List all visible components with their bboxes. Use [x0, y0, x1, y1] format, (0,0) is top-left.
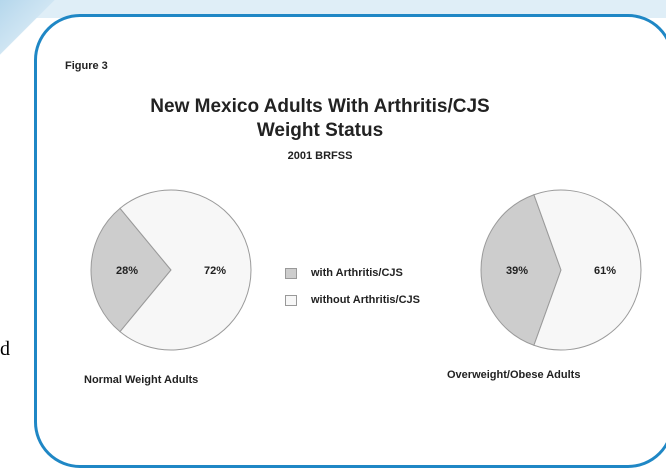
legend-swatch-without [285, 294, 297, 306]
pie-slice-with [90, 207, 172, 333]
top-decorative-band [0, 0, 666, 18]
chart-subtitle: 2001 BRFSS [287, 150, 353, 162]
pie-slice-label: 39% [506, 265, 528, 277]
pie-caption-normal-weight: Normal Weight Adults [84, 374, 199, 386]
pie-slice-label: 28% [116, 265, 138, 277]
figure-label: Figure 3 [65, 60, 108, 72]
stray-text: d [0, 338, 10, 360]
pie-slice-label: 72% [204, 265, 226, 277]
legend-label-with: with Arthritis/CJS [311, 267, 403, 279]
pie-chart-normal-weight: 28% 72% [90, 189, 252, 351]
pie-caption-overweight-obese: Overweight/Obese Adults [447, 369, 581, 381]
pie-slice-with [480, 194, 562, 346]
legend-item-without: without Arthritis/CJS [285, 292, 420, 308]
pie-slice-without [533, 189, 642, 351]
legend-label-without: without Arthritis/CJS [311, 294, 420, 306]
pie-slice-label: 61% [594, 265, 616, 277]
legend: with Arthritis/CJS without Arthritis/CJS [285, 265, 420, 319]
pie-slice-without [119, 189, 252, 351]
chart-title: New Mexico Adults With Arthritis/CJS [150, 96, 490, 117]
legend-item-with: with Arthritis/CJS [285, 265, 420, 281]
legend-swatch-with [285, 267, 297, 279]
pie-chart-overweight-obese: 39% 61% [480, 189, 642, 351]
chart-title-line2: Weight Status [256, 120, 384, 141]
